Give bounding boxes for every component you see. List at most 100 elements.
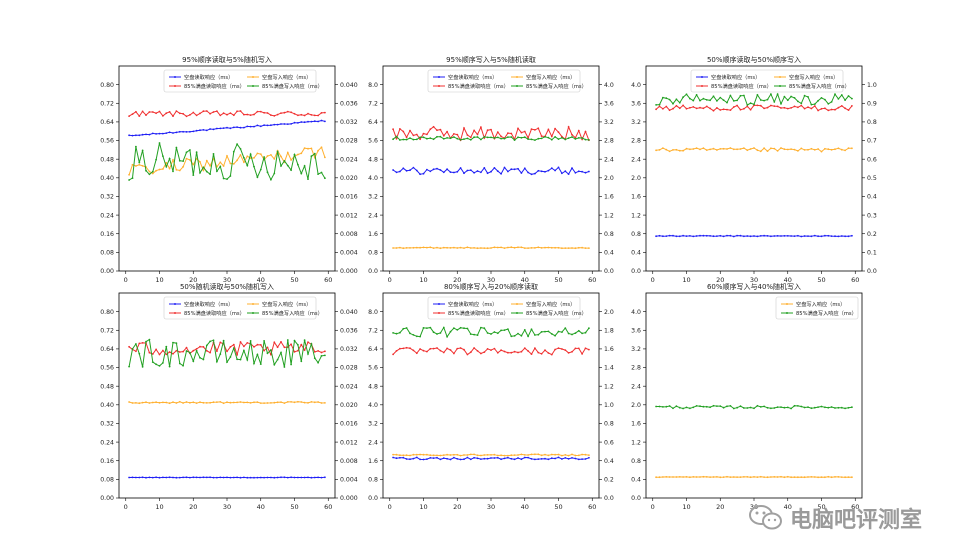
- data-point: [392, 128, 394, 131]
- data-point: [530, 453, 533, 456]
- data-point: [513, 139, 516, 142]
- data-point: [263, 340, 265, 342]
- data-point: [493, 137, 496, 139]
- data-point: [803, 476, 806, 479]
- data-point: [797, 150, 799, 152]
- data-point: [523, 247, 526, 250]
- data-point: [678, 101, 681, 104]
- data-point: [256, 476, 259, 479]
- data-point: [226, 361, 228, 363]
- data-point: [249, 402, 252, 404]
- data-point: [192, 401, 195, 404]
- data-point: [415, 456, 418, 459]
- legend: 空盘读取响应（ms）85%满盘读取响应（ms）空盘写入响应（ms）85%满盘写入…: [163, 69, 323, 93]
- data-point: [493, 246, 496, 249]
- data-point: [588, 327, 590, 330]
- y-left-tick-label: 1.2: [631, 439, 641, 446]
- data-point: [280, 155, 282, 158]
- y-left-tick-label: 7.2: [368, 100, 378, 107]
- legend-label: 空盘读取响应（ms）: [711, 73, 760, 81]
- y-left-tick-label: 0.08: [100, 477, 114, 484]
- data-point: [736, 99, 738, 102]
- data-point: [436, 347, 438, 349]
- data-point: [182, 350, 185, 353]
- x-tick-label: 40: [521, 276, 529, 284]
- data-point: [192, 476, 195, 479]
- data-point: [185, 151, 188, 154]
- data-point: [507, 246, 509, 249]
- data-point: [797, 100, 799, 103]
- data-point: [817, 235, 819, 238]
- data-point: [239, 401, 242, 403]
- data-point: [507, 456, 509, 459]
- data-point: [453, 246, 455, 249]
- data-point: [313, 120, 316, 123]
- data-point: [273, 123, 276, 126]
- data-point: [226, 113, 228, 116]
- data-point: [138, 161, 141, 164]
- watermark: 电脑吧评测室: [748, 500, 922, 536]
- data-point: [229, 401, 232, 404]
- data-point: [810, 147, 813, 150]
- data-point: [192, 163, 195, 166]
- data-point: [178, 351, 181, 353]
- data-point: [409, 129, 411, 132]
- data-point: [655, 104, 657, 106]
- data-point: [517, 454, 519, 456]
- data-point: [473, 333, 475, 336]
- data-point: [574, 457, 577, 460]
- data-point: [763, 476, 765, 478]
- data-point: [540, 352, 543, 355]
- data-point: [581, 170, 583, 173]
- data-point: [726, 405, 728, 408]
- data-point: [793, 105, 796, 108]
- data-point: [239, 110, 242, 112]
- y-right-tick-label: 0.036: [340, 327, 358, 334]
- legend-marker: [786, 312, 788, 314]
- data-point: [678, 476, 681, 478]
- data-point: [303, 476, 306, 479]
- data-point: [547, 454, 550, 457]
- data-point: [739, 148, 742, 150]
- x-tick-label: 60: [324, 503, 332, 511]
- data-point: [392, 456, 394, 459]
- data-point: [320, 146, 323, 149]
- data-point: [439, 349, 442, 352]
- legend-label: 85%满盘读取响应（ms）: [184, 82, 245, 90]
- data-point: [469, 138, 472, 141]
- data-point: [300, 360, 303, 363]
- data-point: [165, 345, 168, 348]
- data-point: [584, 458, 587, 460]
- data-point: [810, 103, 813, 106]
- data-point: [550, 246, 553, 249]
- legend: 空盘读取响应（ms）85%满盘读取响应（ms）空盘写入响应（ms）85%满盘写入…: [427, 69, 587, 93]
- data-point: [426, 246, 428, 249]
- data-point: [490, 349, 492, 351]
- x-tick-label: 40: [784, 276, 792, 284]
- data-point: [199, 356, 201, 359]
- data-point: [466, 134, 469, 136]
- data-point: [317, 114, 319, 117]
- data-point: [540, 458, 543, 460]
- y-left-tick-label: 0.80: [100, 309, 114, 316]
- legend-marker: [252, 312, 254, 314]
- data-point: [276, 401, 279, 404]
- data-point: [682, 407, 684, 410]
- y-right-tick-label: 2.4: [604, 156, 614, 163]
- data-point: [236, 476, 239, 479]
- x-tick-label: 60: [588, 276, 596, 284]
- data-point: [253, 113, 255, 116]
- data-point: [500, 137, 502, 140]
- data-point: [219, 341, 222, 344]
- data-point: [216, 476, 218, 479]
- data-point: [490, 247, 492, 249]
- data-point: [712, 235, 715, 238]
- data-point: [830, 235, 833, 238]
- data-point: [128, 476, 131, 479]
- data-point: [155, 401, 158, 404]
- data-point: [239, 126, 242, 129]
- data-point: [581, 458, 583, 460]
- data-point: [766, 106, 769, 109]
- data-point: [584, 247, 587, 250]
